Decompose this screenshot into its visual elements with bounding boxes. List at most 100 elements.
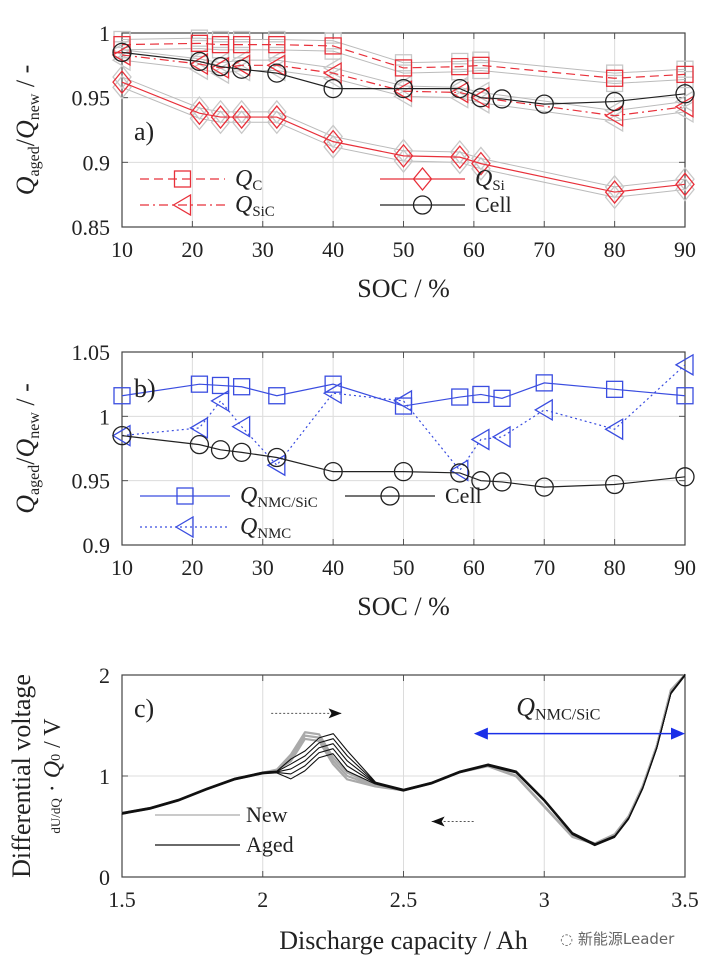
legend-label: Aged (246, 832, 294, 857)
legend-marker (173, 170, 192, 188)
data-point-Q_C (268, 35, 286, 54)
data-point-Q_Si (323, 129, 343, 154)
y-tick-label: 0 (99, 865, 110, 890)
data-point-Cell (112, 425, 132, 446)
x-tick-label: 10 (111, 237, 133, 262)
y-axis-label-line2: dU/dQ · Q0 / V (40, 718, 66, 834)
replicate-line (121, 48, 686, 84)
data-point-Q_NMC/SiC (472, 385, 490, 404)
y-axis-label-line1: Differential voltage (7, 674, 36, 878)
x-tick-label: 30 (252, 555, 274, 580)
data-point-Cell (450, 463, 470, 483)
y-tick-label: 2 (99, 663, 110, 688)
legend-label: Cell (445, 483, 482, 508)
data-point-Cell (189, 434, 210, 455)
data-point-Cell (492, 472, 512, 492)
data-point-Cell (323, 462, 343, 482)
x-tick-label: 80 (604, 555, 626, 580)
data-point-Q_C (190, 34, 209, 52)
annotation-label: QNMC/SiC (516, 693, 600, 724)
legend-marker (412, 166, 433, 192)
x-tick-label: 60 (463, 555, 485, 580)
replicate-marker (675, 167, 695, 192)
y-axis-label: Qaged/Qnew / - (11, 65, 43, 196)
x-tick-label: 3.5 (671, 887, 699, 912)
data-point-Cell (675, 84, 695, 104)
data-point-Cell (604, 91, 625, 112)
data-point-Q_Si (604, 180, 625, 205)
x-tick-label: 90 (674, 555, 696, 580)
legend-marker (380, 486, 400, 506)
replicate-marker (675, 177, 695, 202)
x-tick-label: 60 (463, 237, 485, 262)
replicate-marker (266, 99, 287, 124)
legend-label: QSiC (235, 192, 275, 220)
x-tick-label: 2.5 (390, 887, 418, 912)
data-point-Q_Si (675, 172, 695, 197)
series-line-Q_C (121, 42, 686, 79)
data-point-Q_NMC/SiC (113, 387, 131, 405)
data-point-Q_NMC/SiC (493, 389, 511, 407)
plot-frame (121, 674, 686, 878)
data-point-Q_C (211, 35, 230, 54)
shift-arrow-head (431, 816, 445, 827)
data-point-Q_NMC/SiC (676, 387, 694, 405)
x-tick-label: 90 (674, 237, 696, 262)
replicate-marker (323, 124, 343, 149)
legend-label: QC (235, 166, 262, 194)
replicate-marker (471, 146, 491, 171)
legend-marker (412, 195, 433, 215)
replicate-marker (266, 110, 287, 135)
replicate-line (121, 76, 686, 188)
legend-marker (176, 487, 194, 505)
data-point-Q_C (324, 37, 342, 55)
series-line-Q_SiC (121, 54, 686, 117)
x-tick-label: 80 (604, 237, 626, 262)
y-tick-label: 0.85 (72, 215, 111, 240)
data-point-Q_Si (210, 105, 231, 130)
data-point-Q_Si (231, 105, 252, 130)
y-tick-label: 0.95 (72, 469, 111, 494)
data-point-Cell (393, 462, 414, 482)
x-axis-label: SOC / % (357, 274, 449, 303)
plot-frame (121, 32, 686, 228)
wechat-icon: ◌ (560, 930, 574, 948)
legend-label: QNMC (240, 514, 291, 542)
legend-label: Cell (475, 192, 512, 217)
arrow-head-left (473, 727, 488, 740)
data-point-Q_NMC/SiC (190, 375, 209, 393)
data-point-Q_Si (393, 143, 414, 168)
data-point-Q_C (472, 56, 490, 74)
replicate-marker (210, 99, 231, 124)
data-point-Q_NMC/SiC (268, 387, 286, 405)
data-point-Cell (471, 471, 491, 491)
data-point-Q_NMC (491, 425, 511, 449)
data-point-Q_NMC/SiC (451, 388, 469, 406)
x-axis-label: SOC / % (357, 592, 449, 621)
x-tick-label: 10 (111, 555, 133, 580)
panel-label: a) (134, 117, 154, 146)
panel-1: 10 20 30 40 50 60 70 80 90 0.9 0.95 1 1.05 b) SOC / % Q… (11, 340, 696, 621)
y-tick-label: 1.05 (72, 340, 111, 365)
data-point-Q_Si (471, 151, 491, 176)
data-point-Q_NMC (111, 424, 131, 447)
data-point-Cell (112, 42, 132, 63)
legend-marker (174, 515, 194, 539)
x-tick-label: 40 (322, 555, 344, 580)
legend-label: QSi (475, 166, 505, 194)
x-tick-label: 40 (322, 237, 344, 262)
replicate-line (121, 37, 686, 74)
y-tick-label: 1 (99, 764, 110, 789)
series-line-Cell (121, 435, 686, 488)
replicate-marker (604, 174, 625, 199)
replicate-marker (449, 139, 470, 165)
replicate-marker (393, 138, 414, 163)
data-point-Cell (231, 442, 252, 463)
panel-label: c) (134, 694, 154, 723)
data-point-Cell (267, 447, 287, 468)
replicate-marker (604, 185, 625, 210)
data-point-Q_NMC/SiC (605, 380, 624, 398)
data-point-Q_Si (266, 105, 287, 130)
data-point-Cell (604, 474, 625, 495)
